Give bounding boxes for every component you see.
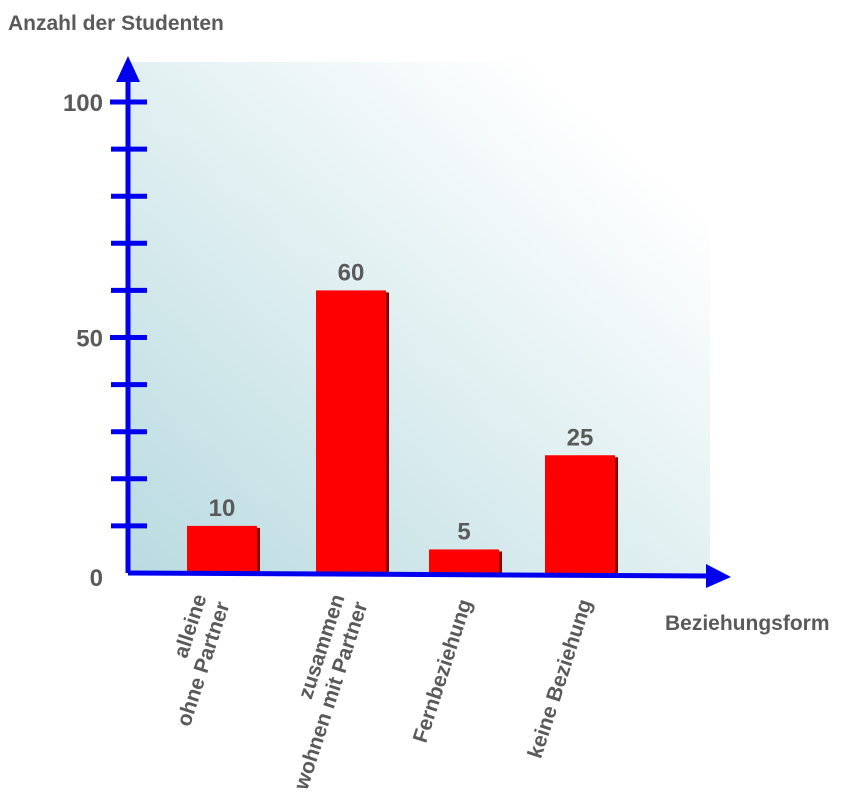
- bar: [429, 549, 499, 573]
- data-label: 60: [338, 259, 365, 286]
- y-tick-label: 100: [63, 90, 103, 117]
- category-label-line: keine Beziehung: [524, 596, 597, 761]
- bar: [545, 455, 615, 573]
- bar: [187, 525, 257, 573]
- category-label: Fernbeziehung: [409, 596, 477, 745]
- bar: [316, 290, 386, 573]
- x-axis-arrow: [706, 564, 731, 588]
- x-axis-title: Beziehungsform: [665, 612, 830, 635]
- y-tick-label: 0: [90, 565, 103, 592]
- y-tick-label: 50: [76, 326, 103, 353]
- category-label: keine Beziehung: [524, 596, 597, 761]
- y-axis-arrow: [116, 56, 140, 82]
- data-label: 5: [457, 518, 470, 545]
- data-label: 10: [209, 495, 236, 522]
- x-axis-line: [127, 570, 711, 579]
- data-label: 25: [567, 424, 594, 451]
- category-label-line: Fernbeziehung: [409, 596, 477, 745]
- y-axis-title: Anzahl der Studenten: [8, 12, 224, 35]
